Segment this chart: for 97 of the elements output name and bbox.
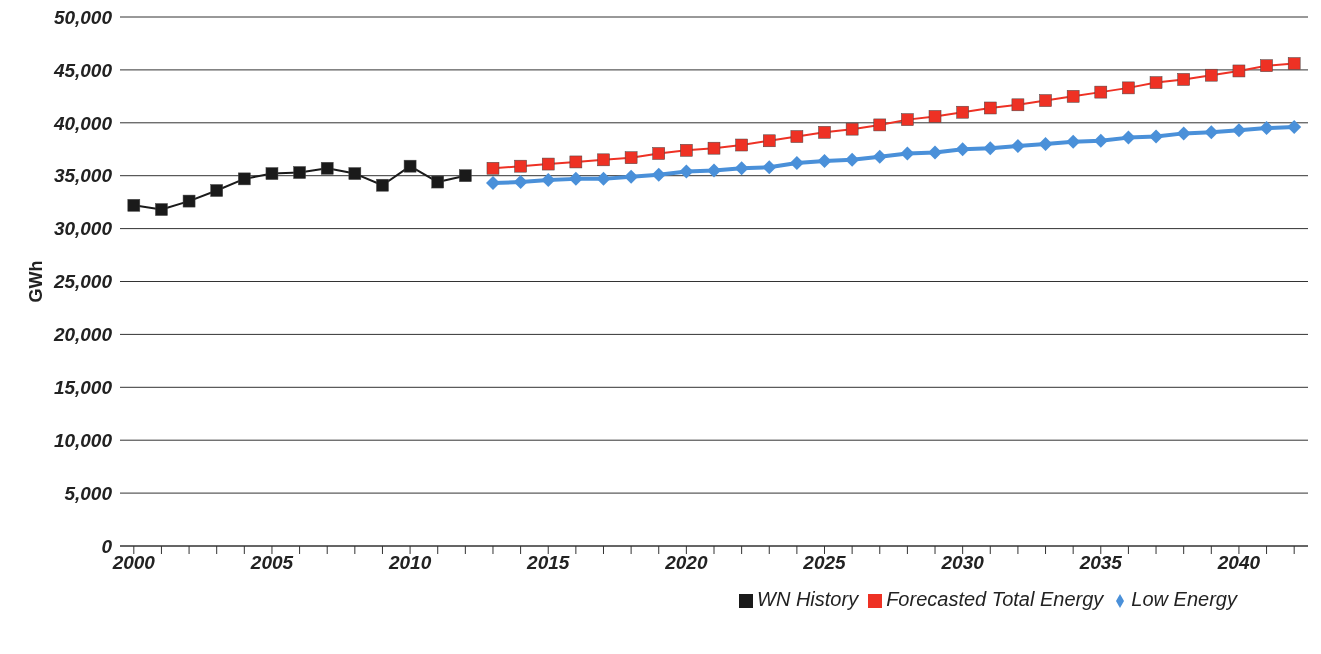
- point: [983, 141, 998, 156]
- point: [1093, 133, 1108, 148]
- point: [624, 151, 638, 164]
- point: [320, 162, 334, 175]
- y-tick-label: 5,000: [64, 482, 113, 504]
- point: [265, 167, 279, 180]
- x-tick-label: 2025: [802, 552, 847, 574]
- x-tick-label: 2030: [940, 552, 985, 574]
- x-tick-label: 2015: [526, 552, 570, 574]
- y-tick-label: 35,000: [53, 165, 113, 187]
- point: [210, 184, 223, 197]
- x-tick-label: 2005: [249, 552, 294, 574]
- point: [762, 160, 777, 175]
- point: [376, 178, 389, 192]
- point: [513, 175, 528, 190]
- legend-label: WN History: [757, 588, 859, 610]
- point: [984, 101, 997, 115]
- point: [541, 157, 555, 171]
- point: [1149, 76, 1163, 89]
- point: [1204, 125, 1219, 140]
- point: [1176, 126, 1191, 141]
- point: [1259, 121, 1274, 136]
- y-tick-label: 30,000: [53, 218, 113, 240]
- point: [817, 153, 832, 168]
- point: [818, 126, 831, 139]
- point: [734, 161, 749, 176]
- point: [569, 155, 583, 169]
- point: [1260, 59, 1273, 72]
- y-tick-label: 45,000: [52, 59, 113, 81]
- point: [348, 167, 362, 180]
- point: [845, 152, 860, 167]
- point: [1287, 120, 1302, 135]
- point: [127, 199, 141, 212]
- point: [928, 110, 942, 123]
- point: [652, 147, 665, 160]
- point: [845, 122, 859, 136]
- x-tick-label: 2010: [387, 552, 432, 574]
- point: [596, 171, 611, 186]
- point: [541, 172, 556, 187]
- point: [872, 149, 887, 164]
- point: [1232, 64, 1246, 78]
- x-tick-label: 2000: [111, 552, 156, 574]
- point: [293, 166, 306, 179]
- y-tick-label: 50,000: [53, 6, 113, 28]
- point: [431, 175, 444, 189]
- point: [1231, 123, 1246, 138]
- point: [956, 105, 969, 119]
- x-tick-label: 2020: [664, 552, 708, 574]
- point: [1066, 90, 1080, 103]
- point: [238, 172, 251, 186]
- point: [182, 194, 196, 208]
- point: [928, 145, 943, 160]
- point: [514, 159, 527, 173]
- point: [789, 156, 804, 170]
- point: [707, 141, 721, 155]
- point: [1177, 73, 1190, 86]
- y-tick-label: 40,000: [52, 112, 113, 134]
- legend-label: Low Energy: [1131, 588, 1237, 610]
- point: [873, 118, 887, 132]
- point: [485, 176, 500, 191]
- point: [679, 164, 694, 179]
- point: [155, 203, 168, 216]
- point: [1205, 68, 1218, 82]
- point: [900, 146, 915, 161]
- point: [790, 130, 804, 143]
- point: [1287, 57, 1301, 70]
- point: [735, 138, 748, 152]
- point: [459, 169, 472, 182]
- point: [1122, 81, 1135, 95]
- x-tick-label: 2035: [1078, 552, 1123, 574]
- point: [403, 159, 417, 173]
- y-tick-label: 15,000: [53, 377, 113, 399]
- point: [624, 169, 639, 184]
- point: [1010, 139, 1025, 154]
- point: [1066, 134, 1081, 149]
- x-tick-label: 2040: [1216, 552, 1261, 574]
- point: [1149, 129, 1164, 144]
- point: [955, 142, 970, 157]
- point: [1038, 136, 1053, 151]
- y-axis-title: GWh: [26, 260, 47, 303]
- y-tick-label: 0: [101, 535, 113, 557]
- point: [568, 171, 583, 186]
- point: [680, 144, 693, 157]
- y-tick-label: 25,000: [52, 271, 113, 293]
- point: [707, 163, 721, 178]
- point: [1011, 98, 1025, 112]
- point: [901, 113, 914, 126]
- y-tick-label: 10,000: [53, 429, 113, 451]
- legend-label: Forecasted Total Energy: [886, 588, 1104, 610]
- y-tick-label: 20,000: [52, 324, 113, 346]
- point: [486, 162, 500, 175]
- point: [763, 134, 776, 148]
- point: [651, 167, 666, 182]
- point: [1121, 130, 1136, 145]
- point: [1094, 85, 1108, 99]
- point: [1039, 94, 1052, 107]
- point: [597, 153, 610, 167]
